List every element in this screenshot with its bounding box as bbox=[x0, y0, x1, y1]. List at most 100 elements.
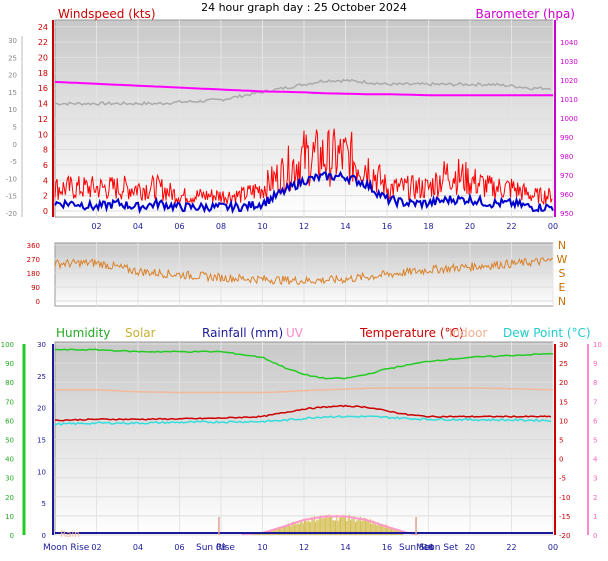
grid-lines bbox=[21, 20, 589, 536]
rain-tick: 20 bbox=[37, 405, 46, 413]
temp-tick: -10 bbox=[559, 494, 570, 502]
y-right-tick: 1040 bbox=[560, 39, 578, 47]
x-tick-bottom: 14 bbox=[340, 543, 350, 552]
x-tick: 18 bbox=[423, 222, 433, 231]
series-uv-line bbox=[241, 515, 419, 535]
series-humidity-line bbox=[55, 348, 554, 380]
direction-tick: 90 bbox=[31, 284, 40, 292]
chart-marks bbox=[54, 78, 554, 535]
rain-tick: 5 bbox=[42, 500, 46, 508]
uv-tick: 4 bbox=[593, 456, 598, 464]
y-outer-tick: 30 bbox=[8, 37, 17, 45]
y-outer-tick: -10 bbox=[6, 175, 17, 183]
y-left-tick: 10 bbox=[38, 130, 48, 139]
x-tick-bottom: 02 bbox=[91, 543, 101, 552]
humidity-tick: 100 bbox=[1, 341, 14, 349]
rain-tick: 30 bbox=[37, 341, 46, 349]
y-left-tick: 12 bbox=[38, 115, 48, 124]
uv-tick: 7 bbox=[593, 398, 597, 406]
series-grey-line bbox=[54, 78, 552, 106]
temp-tick: -5 bbox=[559, 475, 566, 483]
legend-humidity: Humidity bbox=[56, 326, 110, 340]
y-left-tick: 20 bbox=[38, 54, 48, 63]
x-tick-bottom: 16 bbox=[382, 543, 392, 552]
rain-label: Rain bbox=[60, 530, 80, 540]
legend-uv: UV bbox=[286, 326, 304, 340]
legend-rainfall: Rainfall (mm) bbox=[202, 326, 283, 340]
direction-tick: 0 bbox=[36, 298, 40, 306]
rain-tick: 25 bbox=[37, 373, 46, 381]
x-tick: 02 bbox=[91, 222, 101, 231]
y-right-tick: 1020 bbox=[560, 77, 578, 85]
chart-title: 24 hour graph day : 25 October 2024 bbox=[201, 1, 407, 14]
series-dewpoint-line bbox=[54, 414, 552, 426]
y-right-tick: 1000 bbox=[560, 115, 578, 123]
humidity-tick: 60 bbox=[5, 417, 14, 425]
y-left-tick: 18 bbox=[38, 69, 48, 78]
y-outer-tick: -15 bbox=[6, 193, 17, 201]
x-tick: 12 bbox=[299, 222, 309, 231]
temp-tick: 25 bbox=[559, 360, 568, 368]
legend-dewpoint: Dew Point (°C) bbox=[503, 326, 591, 340]
y-right-tick: 970 bbox=[560, 172, 573, 180]
x-tick: 14 bbox=[340, 222, 350, 231]
y-outer-tick: 20 bbox=[8, 72, 17, 80]
compass-label: E bbox=[559, 281, 566, 294]
legend-indoor: Indoor bbox=[449, 326, 487, 340]
x-tick: 10 bbox=[257, 222, 267, 231]
axis-labels: 242220181614121086420302520151050-5-10-1… bbox=[1, 23, 602, 552]
y-right-tick: 990 bbox=[560, 134, 573, 142]
rain-tick: 10 bbox=[37, 468, 46, 476]
y-right-tick: 1010 bbox=[560, 96, 578, 104]
y-left-tick: 6 bbox=[43, 161, 48, 170]
x-tick-bottom: 18 bbox=[423, 543, 433, 552]
sun-rise-label: Sun Rise bbox=[196, 543, 235, 553]
uv-tick: 9 bbox=[593, 360, 597, 368]
humidity-tick: 0 bbox=[10, 532, 14, 540]
rain-tick: 0 bbox=[42, 532, 46, 540]
series-wind-avg-line bbox=[54, 170, 554, 215]
y-left-tick: 8 bbox=[43, 146, 48, 155]
direction-tick: 270 bbox=[27, 256, 40, 264]
humidity-tick: 20 bbox=[5, 494, 14, 502]
x-tick: 20 bbox=[465, 222, 475, 231]
temp-tick: 5 bbox=[559, 437, 563, 445]
y-left-tick: 22 bbox=[38, 38, 48, 47]
uv-tick: 10 bbox=[593, 341, 602, 349]
x-tick: 06 bbox=[174, 222, 184, 231]
series-temperature-line bbox=[55, 404, 552, 422]
series-barometer-line bbox=[54, 80, 553, 97]
temp-tick: 0 bbox=[559, 456, 563, 464]
humidity-tick: 30 bbox=[5, 475, 14, 483]
x-tick: 22 bbox=[506, 222, 516, 231]
y-outer-tick: 5 bbox=[13, 124, 17, 132]
x-tick-bottom: 04 bbox=[133, 543, 143, 552]
uv-tick: 3 bbox=[593, 475, 597, 483]
uv-tick: 0 bbox=[593, 532, 597, 540]
y-left-tick: 4 bbox=[43, 176, 48, 185]
temp-tick: -20 bbox=[559, 532, 570, 540]
series-wind-gust-line bbox=[54, 128, 553, 206]
y-right-tick: 950 bbox=[560, 210, 573, 218]
rain-tick: 15 bbox=[37, 437, 46, 445]
humidity-tick: 90 bbox=[5, 360, 14, 368]
x-tick-bottom: 22 bbox=[506, 543, 516, 552]
x-tick-bottom: 06 bbox=[174, 543, 184, 552]
y-outer-tick: -5 bbox=[10, 158, 17, 166]
y-outer-tick: 10 bbox=[8, 106, 17, 114]
series-indoor-line bbox=[55, 387, 554, 394]
uv-tick: 2 bbox=[593, 494, 597, 502]
x-tick: 08 bbox=[216, 222, 226, 231]
compass-label: S bbox=[559, 267, 566, 280]
barometer-label: Barometer (hpa) bbox=[476, 7, 575, 21]
humidity-tick: 10 bbox=[5, 513, 14, 521]
x-tick-bottom: 08 bbox=[216, 543, 226, 552]
humidity-tick: 70 bbox=[5, 398, 14, 406]
y-left-tick: 0 bbox=[43, 207, 48, 216]
direction-tick: 180 bbox=[27, 270, 40, 278]
humidity-tick: 80 bbox=[5, 379, 14, 387]
legend-temperature: Temperature (°C) bbox=[359, 326, 464, 340]
moon-rise-label: Moon Rise bbox=[43, 543, 90, 553]
x-tick-bottom: 10 bbox=[257, 543, 267, 552]
